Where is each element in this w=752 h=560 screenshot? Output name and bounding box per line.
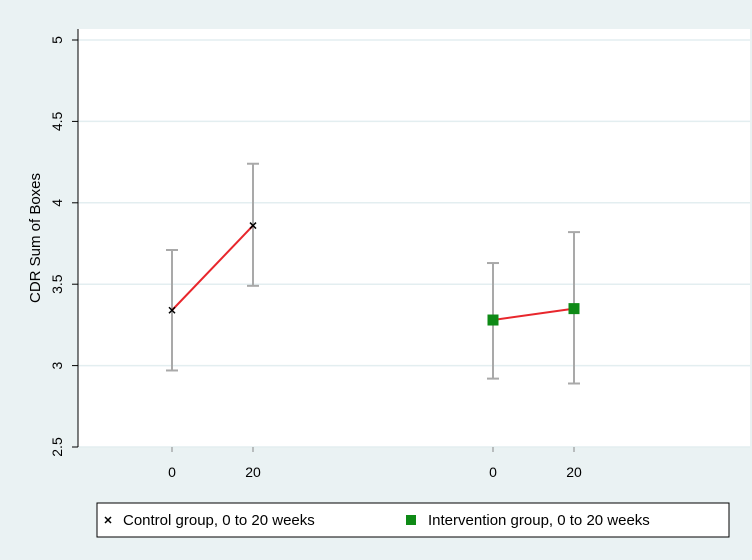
- y-tick-label: 2.5: [49, 437, 65, 457]
- x-tick-label: 20: [245, 464, 261, 480]
- series-line: [492, 307, 575, 322]
- y-ticks: 2.5 3 3.5 4 4.5 5: [49, 36, 78, 457]
- legend-entry-label: Control group, 0 to 20 weeks: [123, 512, 315, 529]
- legend-marker-x-icon: [104, 516, 112, 524]
- y-tick-label: 3.5: [49, 274, 65, 294]
- x-ticks: 0 20 0 20: [168, 447, 582, 480]
- series-line: [171, 224, 254, 311]
- x-tick-label: 0: [168, 464, 176, 480]
- legend: Control group, 0 to 20 weeks Intervention…: [104, 512, 650, 529]
- control-point: [168, 306, 176, 314]
- intervention-point: [487, 314, 499, 326]
- x-tick-label: 0: [489, 464, 497, 480]
- legend-marker-square-icon: [406, 515, 416, 525]
- control-point: [249, 222, 257, 230]
- y-tick-label: 5: [49, 36, 65, 44]
- grid-lines: [78, 39, 750, 448]
- x-tick-label: 20: [566, 464, 582, 480]
- y-axis-label: CDR Sum of Boxes: [27, 173, 44, 303]
- y-tick-label: 4.5: [49, 111, 65, 131]
- intervention-point: [568, 303, 580, 315]
- series-group: [166, 162, 580, 385]
- y-tick-label: 4: [49, 199, 65, 207]
- legend-entry-label: Intervention group, 0 to 20 weeks: [428, 512, 650, 529]
- plot-area: [78, 29, 750, 447]
- y-tick-label: 3: [49, 361, 65, 369]
